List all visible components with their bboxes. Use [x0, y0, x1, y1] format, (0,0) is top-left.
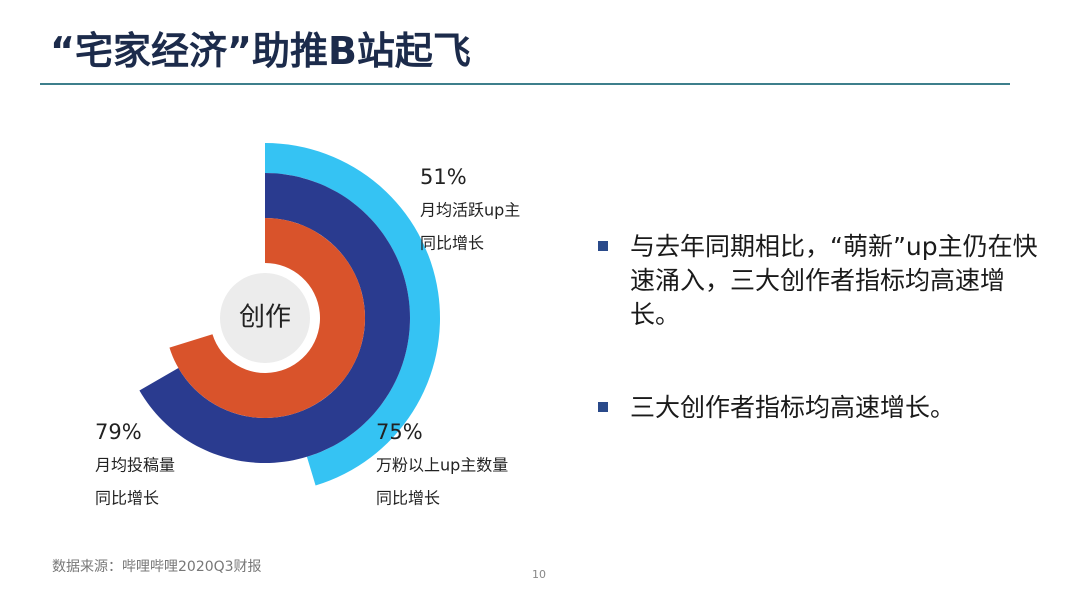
category-label: 月均投稿量 — [95, 456, 175, 475]
page-number: 10 — [532, 568, 546, 581]
radial-bar — [139, 173, 410, 463]
source-note: 数据来源：哔哩哔哩2020Q3财报 — [52, 559, 262, 575]
slide-title: “宅家经济”助推B站起飞 — [50, 29, 471, 73]
bullet: 与去年同期相比，“萌新”up主仍在快速涌入，三大创作者指标均高速增长。 — [598, 230, 1050, 332]
note-label: 同比增长 — [376, 489, 440, 508]
center-disc — [220, 273, 310, 363]
value-label: 79% — [95, 420, 142, 444]
title-rule — [40, 83, 1010, 85]
center-label: 创作 — [239, 303, 291, 333]
bullet: 三大创作者指标均高速增长。 — [598, 391, 1050, 425]
radial-bar — [265, 143, 440, 486]
note-label: 同比增长 — [420, 234, 484, 253]
value-label: 75% — [376, 420, 423, 444]
category-label: 万粉以上up主数量 — [376, 456, 508, 475]
radial-bar — [169, 218, 365, 419]
note-label: 同比增长 — [95, 489, 159, 508]
value-label: 51% — [420, 165, 467, 189]
category-label: 月均活跃up主 — [420, 201, 520, 220]
chart: 创作51%月均活跃up主同比增长75%万粉以上up主数量同比增长79%月均投稿量… — [95, 143, 520, 508]
